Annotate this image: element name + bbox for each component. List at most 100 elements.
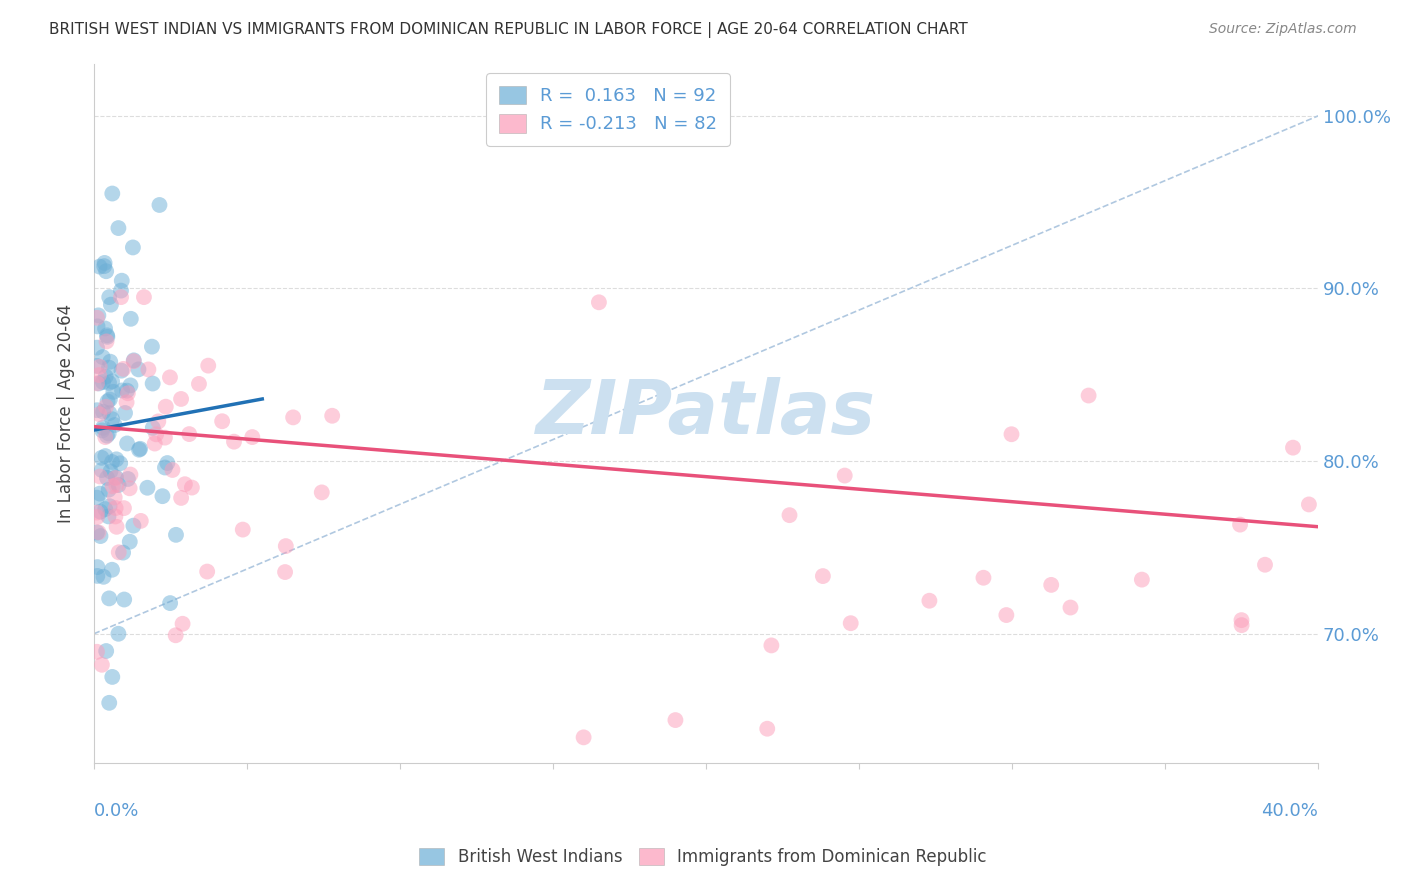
Point (148, 414, 170, 428)
Point (98, 392, 121, 407)
Point (153, 431, 176, 445)
Point (118, 534, 141, 549)
Point (115, 384, 138, 398)
Point (117, 472, 139, 486)
Point (108, 456, 131, 470)
Point (756, 722, 779, 736)
Point (94, 502, 117, 516)
Point (101, 412, 124, 426)
Point (112, 501, 135, 516)
Point (211, 414, 233, 428)
Text: ZIPatlas: ZIPatlas (536, 377, 876, 450)
Point (588, 295, 610, 310)
Legend: British West Indians, Immigrants from Dominican Republic: British West Indians, Immigrants from Do… (412, 841, 994, 873)
Point (86, 319, 108, 334)
Point (156, 456, 179, 470)
Point (274, 539, 297, 553)
Point (110, 290, 132, 304)
Point (98, 499, 121, 513)
Point (94, 369, 117, 384)
Point (98, 354, 121, 368)
Point (321, 409, 343, 423)
Point (98, 376, 121, 390)
Point (105, 478, 128, 492)
Point (1040, 578, 1063, 592)
Point (111, 384, 134, 398)
Point (93, 259, 115, 273)
Point (97, 426, 120, 441)
Point (94, 449, 117, 463)
Point (100, 298, 122, 312)
Point (91, 350, 114, 364)
Point (122, 518, 145, 533)
Point (98, 290, 121, 304)
Point (779, 508, 801, 523)
Point (129, 442, 152, 456)
Point (120, 467, 142, 482)
Point (159, 370, 181, 384)
Point (86, 525, 108, 540)
Point (96, 264, 118, 278)
Point (114, 406, 136, 420)
Point (112, 546, 135, 560)
Point (170, 491, 193, 505)
Point (1000, 427, 1022, 442)
Point (995, 608, 1018, 623)
Point (811, 569, 834, 583)
Point (86, 569, 108, 583)
Point (107, 626, 129, 640)
Point (117, 386, 139, 401)
Text: Source: ZipAtlas.com: Source: ZipAtlas.com (1209, 22, 1357, 37)
Point (101, 375, 124, 389)
Point (107, 478, 129, 492)
Point (93, 256, 115, 270)
Point (89, 486, 111, 500)
Point (222, 434, 245, 449)
Point (89, 407, 111, 421)
Point (172, 616, 194, 631)
Point (110, 364, 132, 378)
Point (110, 284, 132, 298)
Point (142, 376, 165, 391)
Point (107, 221, 129, 235)
Point (91, 405, 114, 419)
Point (91, 424, 114, 438)
Point (96, 328, 118, 343)
Point (104, 471, 127, 485)
Point (104, 509, 127, 524)
Point (86, 506, 108, 520)
Point (98, 696, 121, 710)
Point (153, 460, 176, 475)
Point (1298, 498, 1320, 512)
Point (96, 644, 118, 658)
Point (104, 470, 127, 484)
Point (112, 592, 135, 607)
Point (132, 290, 155, 304)
Point (165, 528, 187, 542)
Point (180, 481, 202, 495)
Point (96, 334, 118, 349)
Point (94, 321, 117, 335)
Point (86, 359, 108, 373)
Point (118, 481, 141, 495)
Point (1130, 573, 1153, 587)
Point (115, 436, 138, 450)
Point (86, 645, 108, 659)
Point (281, 410, 304, 425)
Point (94, 430, 117, 444)
Point (86, 510, 108, 524)
Point (179, 427, 201, 442)
Point (195, 565, 218, 579)
Point (100, 464, 122, 478)
Point (155, 400, 177, 414)
Text: BRITISH WEST INDIAN VS IMMIGRANTS FROM DOMINICAN REPUBLIC IN LABOR FORCE | AGE 2: BRITISH WEST INDIAN VS IMMIGRANTS FROM D… (49, 22, 967, 38)
Point (152, 489, 174, 503)
Point (141, 340, 163, 354)
Point (105, 452, 128, 467)
Point (104, 417, 127, 432)
Point (101, 563, 124, 577)
Point (101, 479, 124, 493)
Point (127, 362, 149, 376)
Point (86, 310, 108, 325)
Point (761, 639, 783, 653)
